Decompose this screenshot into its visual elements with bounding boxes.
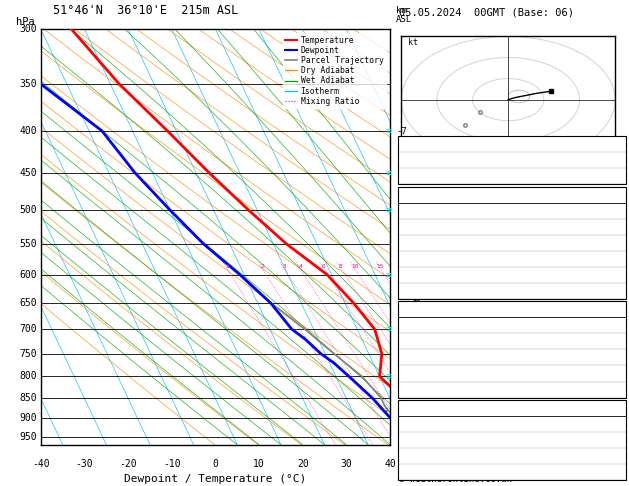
Text: ≡: ≡ — [386, 270, 392, 279]
Text: 3: 3 — [282, 263, 286, 269]
Legend: Temperature, Dewpoint, Parcel Trajectory, Dry Adiabat, Wet Adiabat, Isotherm, Mi: Temperature, Dewpoint, Parcel Trajectory… — [283, 33, 386, 108]
Text: 1: 1 — [225, 263, 229, 269]
Text: -: - — [384, 406, 389, 415]
Text: 600: 600 — [19, 270, 37, 279]
Text: 750: 750 — [19, 348, 37, 359]
Text: ≡: ≡ — [386, 371, 392, 382]
Text: StmDir: StmDir — [401, 452, 437, 462]
Text: 700: 700 — [605, 322, 623, 331]
Text: 325°: 325° — [599, 452, 623, 462]
Text: 291: 291 — [605, 239, 623, 249]
Text: CAPE (J): CAPE (J) — [401, 271, 448, 281]
Text: km
ASL: km ASL — [396, 6, 413, 24]
Text: hPa: hPa — [16, 17, 35, 27]
Text: 296: 296 — [605, 338, 623, 347]
Text: 700: 700 — [19, 324, 37, 334]
Text: -6: -6 — [611, 436, 623, 446]
Text: 550: 550 — [19, 239, 37, 249]
Text: 8: 8 — [339, 263, 343, 269]
Text: -40: -40 — [32, 459, 50, 469]
Text: Hodograph: Hodograph — [484, 404, 540, 414]
Text: 0.75: 0.75 — [599, 173, 623, 182]
Text: 30: 30 — [340, 459, 352, 469]
Text: 4: 4 — [298, 263, 302, 269]
Text: 14: 14 — [611, 469, 623, 478]
Text: θₑ(K): θₑ(K) — [401, 239, 431, 249]
Text: 350: 350 — [19, 79, 37, 89]
Text: θₑ (K): θₑ (K) — [401, 338, 437, 347]
Text: Totals Totals: Totals Totals — [401, 156, 477, 166]
Text: -20: -20 — [120, 459, 137, 469]
Text: ≡: ≡ — [386, 168, 392, 178]
Text: 13: 13 — [611, 255, 623, 265]
Text: CIN (J): CIN (J) — [401, 287, 442, 297]
Text: 450: 450 — [19, 168, 37, 178]
Text: -10: -10 — [163, 459, 181, 469]
Text: 500: 500 — [19, 205, 37, 215]
Text: -LCL: -LCL — [396, 406, 416, 415]
Text: -3: -3 — [396, 325, 407, 334]
Text: EH: EH — [401, 420, 413, 430]
Text: © weatheronline.co.uk: © weatheronline.co.uk — [399, 474, 512, 484]
Text: SREH: SREH — [401, 436, 425, 446]
Text: 39: 39 — [611, 156, 623, 166]
Text: ≡: ≡ — [386, 205, 392, 215]
Text: ≡: ≡ — [386, 126, 392, 136]
Text: -5: -5 — [396, 206, 407, 214]
Text: 400: 400 — [19, 126, 37, 136]
Text: ≡: ≡ — [386, 324, 392, 334]
Text: 05.05.2024  00GMT (Base: 06): 05.05.2024 00GMT (Base: 06) — [399, 7, 574, 17]
Text: 650: 650 — [19, 298, 37, 308]
Text: 6.2: 6.2 — [605, 207, 623, 217]
Text: 10: 10 — [351, 263, 359, 269]
Text: CIN (J): CIN (J) — [401, 386, 442, 396]
Text: 8: 8 — [617, 354, 623, 364]
Text: Lifted Index: Lifted Index — [401, 255, 472, 265]
Text: -2: -2 — [396, 372, 407, 381]
Text: Dewpoint / Temperature (°C): Dewpoint / Temperature (°C) — [125, 474, 306, 484]
Text: -: - — [384, 407, 389, 416]
Text: 800: 800 — [19, 371, 37, 382]
Text: StmSpd (kt): StmSpd (kt) — [401, 469, 466, 478]
Text: 0: 0 — [617, 287, 623, 297]
Text: CAPE (J): CAPE (J) — [401, 370, 448, 380]
Text: 15: 15 — [377, 263, 384, 269]
Text: kt: kt — [408, 38, 418, 47]
Text: Mixing Ratio (g/kg): Mixing Ratio (g/kg) — [414, 252, 423, 347]
Text: 10: 10 — [253, 459, 265, 469]
Text: 51°46'N  36°10'E  215m ASL: 51°46'N 36°10'E 215m ASL — [53, 4, 239, 17]
Text: 900: 900 — [19, 413, 37, 423]
Text: -6: -6 — [396, 168, 407, 177]
Text: -0.8: -0.8 — [599, 223, 623, 233]
Text: Dewp (°C): Dewp (°C) — [401, 223, 454, 233]
Text: -30: -30 — [75, 459, 93, 469]
Text: 6: 6 — [322, 263, 326, 269]
Text: K: K — [401, 140, 407, 150]
Text: 0: 0 — [617, 370, 623, 380]
Text: 0: 0 — [617, 271, 623, 281]
Text: Temp (°C): Temp (°C) — [401, 207, 454, 217]
Text: -0: -0 — [611, 140, 623, 150]
Text: Lifted Index: Lifted Index — [401, 354, 472, 364]
Text: -: - — [384, 404, 389, 414]
Text: 850: 850 — [19, 393, 37, 403]
Text: 2: 2 — [260, 263, 264, 269]
Text: 40: 40 — [384, 459, 396, 469]
Text: Pressure (mb): Pressure (mb) — [401, 322, 477, 331]
Text: 0: 0 — [617, 386, 623, 396]
Text: 950: 950 — [19, 433, 37, 442]
Text: Surface: Surface — [490, 191, 534, 200]
Text: -4: -4 — [396, 270, 407, 279]
Text: 300: 300 — [19, 24, 37, 34]
Text: -7: -7 — [396, 126, 407, 136]
Text: 20: 20 — [297, 459, 309, 469]
Text: Most Unstable: Most Unstable — [471, 305, 553, 315]
Text: PW (cm): PW (cm) — [401, 173, 442, 182]
Text: -67: -67 — [605, 420, 623, 430]
Text: 0: 0 — [213, 459, 218, 469]
